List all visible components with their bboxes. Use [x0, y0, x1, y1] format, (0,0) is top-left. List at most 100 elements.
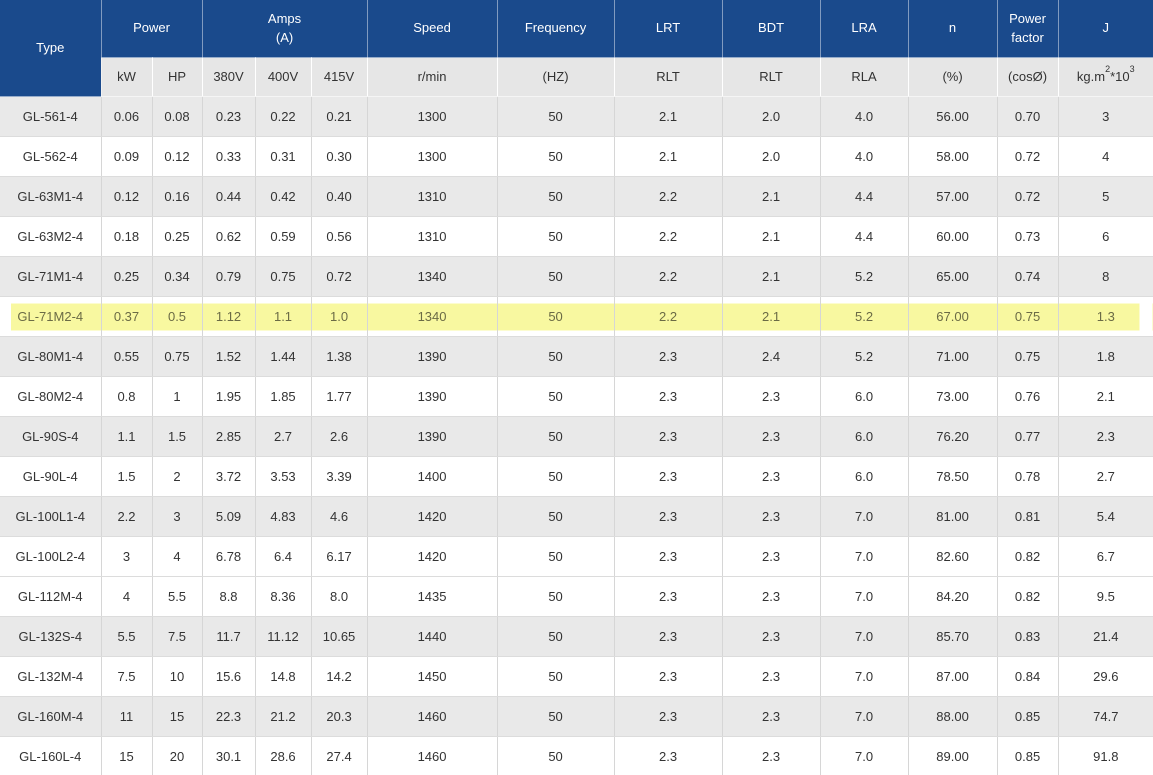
cell-speed: 1440: [367, 616, 498, 657]
table-row: GL-71M2-4 0.37 0.5 1.12 1.1 1.0 1340 50 2.2 2.1 5.…: [0, 296, 1153, 337]
cell-lra: 6.0: [820, 456, 909, 497]
cell-lra: 7.0: [820, 656, 909, 697]
cell-power-hp: 10: [152, 656, 203, 697]
cell-frequency: 50: [497, 136, 615, 177]
cell-n: 73.00: [908, 376, 998, 417]
j-unit-base: kg.m: [1076, 68, 1106, 84]
col-subheader-380v: 380V: [202, 57, 256, 97]
cell-amps-415v: 3.39: [311, 456, 368, 497]
cell-power-kw: 0.25: [101, 256, 153, 297]
cell-amps-400v: 0.42: [255, 176, 312, 217]
cell-amps-380v: 0.79: [202, 256, 256, 297]
cell-speed: 1300: [367, 96, 498, 137]
table-row: GL-71M1-4 0.25 0.34 0.79 0.75 0.72 1340 50 2.2 2.…: [0, 256, 1153, 297]
col-subheader-percent: (%): [908, 57, 998, 97]
cell-amps-380v: 0.44: [202, 176, 256, 217]
cell-power-kw: 0.37: [101, 296, 153, 337]
cell-amps-415v: 10.65: [311, 616, 368, 657]
cell-power-kw: 0.55: [101, 336, 153, 377]
cell-amps-400v: 3.53: [255, 456, 312, 497]
cell-speed: 1435: [367, 576, 498, 617]
cell-frequency: 50: [497, 376, 615, 417]
col-subheader-bdt-rlt: RLT: [722, 57, 821, 97]
cell-power-factor: 0.75: [997, 336, 1059, 377]
cell-power-hp: 2: [152, 456, 203, 497]
cell-amps-380v: 1.52: [202, 336, 256, 377]
cell-type: GL-80M2-4: [0, 376, 102, 417]
cell-lrt: 2.2: [614, 296, 723, 337]
cell-speed: 1340: [367, 256, 498, 297]
cell-type: GL-160M-4: [0, 696, 102, 737]
cell-amps-400v: 14.8: [255, 656, 312, 697]
cell-type: GL-63M2-4: [0, 216, 102, 257]
cell-amps-415v: 0.30: [311, 136, 368, 177]
cell-lrt: 2.1: [614, 136, 723, 177]
cell-amps-380v: 1.12: [202, 296, 256, 337]
cell-j: 2.3: [1058, 416, 1153, 457]
cell-bdt: 2.1: [722, 216, 821, 257]
cell-power-kw: 1.1: [101, 416, 153, 457]
cell-power-factor: 0.84: [997, 656, 1059, 697]
cell-amps-415v: 0.40: [311, 176, 368, 217]
cell-speed: 1390: [367, 416, 498, 457]
cell-power-factor: 0.72: [997, 136, 1059, 177]
cell-amps-380v: 15.6: [202, 656, 256, 697]
cell-amps-380v: 3.72: [202, 456, 256, 497]
cell-j: 4: [1058, 136, 1153, 177]
cell-lrt: 2.1: [614, 96, 723, 137]
cell-n: 71.00: [908, 336, 998, 377]
cell-speed: 1390: [367, 376, 498, 417]
cell-lrt: 2.3: [614, 376, 723, 417]
cell-speed: 1420: [367, 536, 498, 577]
cell-bdt: 2.0: [722, 96, 821, 137]
cell-amps-415v: 0.21: [311, 96, 368, 137]
j-unit-sup-2: 2: [1105, 63, 1111, 74]
table-row: GL-132M-4 7.5 10 15.6 14.8 14.2 1450 50 2.3 2.3 7.…: [0, 656, 1153, 697]
col-subheader-hz: (HZ): [497, 57, 615, 97]
cell-power-factor: 0.83: [997, 616, 1059, 657]
table-row: GL-160L-4 15 20 30.1 28.6 27.4 1460 50 2.3 2.3 7.0…: [0, 736, 1153, 775]
cell-lra: 7.0: [820, 536, 909, 577]
cell-n: 81.00: [908, 496, 998, 537]
j-unit-sup-3: 3: [1129, 63, 1135, 74]
cell-power-factor: 0.76: [997, 376, 1059, 417]
cell-amps-400v: 0.75: [255, 256, 312, 297]
cell-j: 1.3: [1058, 296, 1153, 337]
cell-frequency: 50: [497, 336, 615, 377]
j-unit-mid: *10: [1110, 68, 1130, 84]
cell-amps-380v: 22.3: [202, 696, 256, 737]
cell-amps-380v: 0.33: [202, 136, 256, 177]
cell-power-kw: 0.8: [101, 376, 153, 417]
col-header-n: n: [908, 0, 998, 58]
cell-frequency: 50: [497, 416, 615, 457]
cell-j: 74.7: [1058, 696, 1153, 737]
col-subheader-kw: kW: [101, 57, 153, 97]
cell-lra: 6.0: [820, 376, 909, 417]
cell-bdt: 2.4: [722, 336, 821, 377]
cell-j: 6: [1058, 216, 1153, 257]
cell-frequency: 50: [497, 576, 615, 617]
cell-bdt: 2.3: [722, 416, 821, 457]
cell-lra: 7.0: [820, 576, 909, 617]
cell-n: 82.60: [908, 536, 998, 577]
cell-lrt: 2.3: [614, 496, 723, 537]
cell-power-hp: 0.16: [152, 176, 203, 217]
cell-bdt: 2.3: [722, 536, 821, 577]
cell-amps-380v: 8.8: [202, 576, 256, 617]
cell-power-hp: 4: [152, 536, 203, 577]
header-row-main: Type Power Amps (A) Speed Frequency LRT …: [0, 0, 1153, 97]
col-header-speed: Speed: [367, 0, 498, 58]
cell-n: 57.00: [908, 176, 998, 217]
col-header-power: Power: [101, 0, 203, 58]
cell-power-factor: 0.85: [997, 696, 1059, 737]
cell-type: GL-71M2-4: [0, 296, 102, 337]
cell-type: GL-561-4: [0, 96, 102, 137]
cell-bdt: 2.3: [722, 736, 821, 775]
table-row: GL-100L2-4 3 4 6.78 6.4 6.17 1420 50 2.3 2.3 7.0 82…: [0, 536, 1153, 577]
col-subheader-hp: HP: [152, 57, 203, 97]
cell-n: 85.70: [908, 616, 998, 657]
cell-power-kw: 0.12: [101, 176, 153, 217]
cell-power-hp: 3: [152, 496, 203, 537]
cell-frequency: 50: [497, 656, 615, 697]
table-row: GL-63M1-4 0.12 0.16 0.44 0.42 0.40 1310 50 2.2 2.…: [0, 176, 1153, 217]
